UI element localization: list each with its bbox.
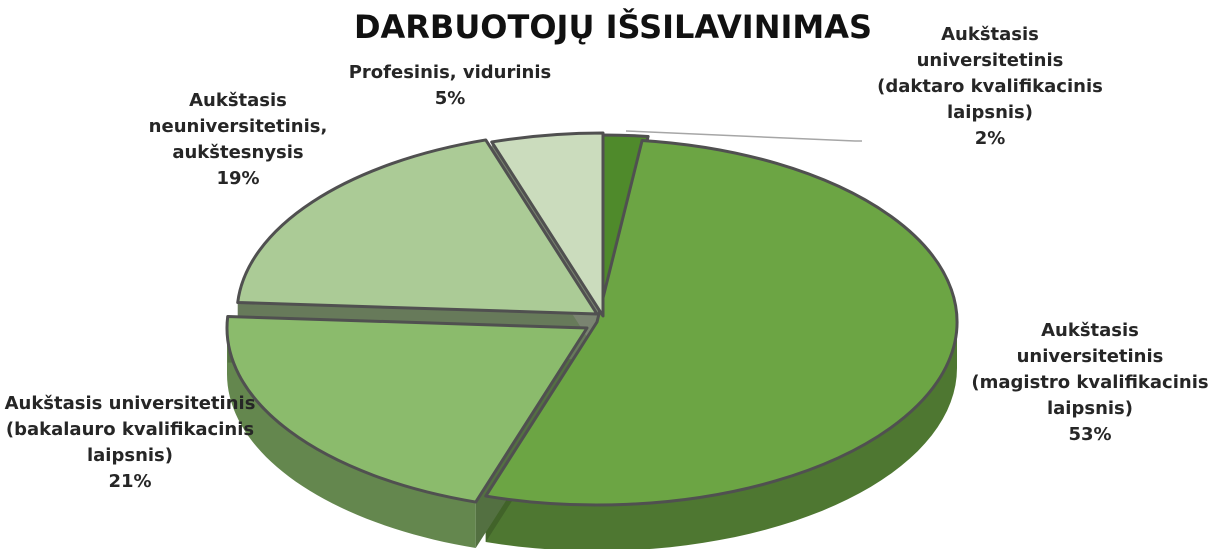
- data-label: Aukštasis universitetinis (bakalauro kva…: [0, 391, 260, 495]
- value-label: 53%: [1068, 424, 1112, 445]
- slice: [225, 315, 589, 504]
- category-label: Aukštasis universitetinis (bakalauro kva…: [4, 393, 256, 466]
- slice: [484, 138, 959, 507]
- category-label: Profesinis, vidurinis: [348, 62, 552, 83]
- category-label: Aukštasis universitetinis (magistro kval…: [971, 320, 1209, 419]
- slice: [490, 131, 605, 318]
- category-label: Aukštasis universitetinis (daktaro kvali…: [877, 24, 1103, 123]
- data-label: Aukštasis universitetinis (daktaro kvali…: [870, 22, 1110, 152]
- category-label: Aukštasis neuniversitetinis, aukštesnysi…: [148, 90, 328, 163]
- data-label: Aukštasis neuniversitetinis, aukštesnysi…: [138, 88, 338, 192]
- value-label: 5%: [434, 88, 466, 109]
- value-label: 19%: [216, 168, 260, 189]
- slice-side: [485, 322, 957, 549]
- slice: [236, 138, 599, 316]
- chart-title: DARBUOTOJŲ IŠSILAVINIMAS: [353, 8, 873, 46]
- data-label: Profesinis, vidurinis 5%: [320, 60, 580, 112]
- data-label: Aukštasis universitetinis (magistro kval…: [965, 318, 1215, 448]
- leader-line: [625, 130, 862, 142]
- slice-side: [227, 328, 476, 549]
- value-label: 2%: [974, 128, 1006, 149]
- value-label: 21%: [108, 471, 152, 492]
